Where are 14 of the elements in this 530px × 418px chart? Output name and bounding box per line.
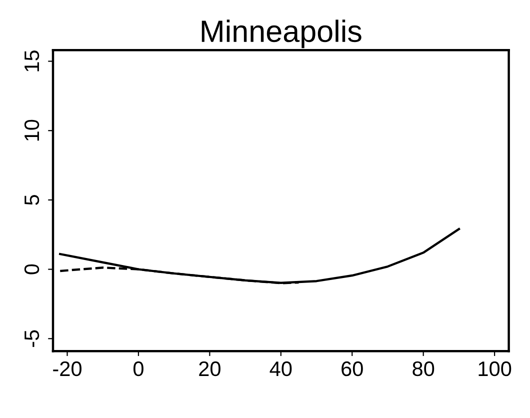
x-tick-label: 40 — [270, 361, 292, 376]
y-tick-label: -5 — [24, 330, 40, 347]
chart-title: Minneapolis — [202, 20, 362, 48]
y-tick-label: 0 — [24, 264, 40, 274]
x-tick-label: 80 — [412, 361, 434, 376]
y-tick-label: 15 — [24, 50, 40, 72]
line-series — [59, 228, 460, 284]
x-tick-label: 20 — [199, 361, 220, 376]
x-tick-label: 0 — [133, 361, 144, 376]
x-tick-label: 100 — [478, 361, 512, 376]
x-tick-label: -20 — [53, 361, 82, 376]
y-tick-label: 10 — [24, 120, 40, 141]
x-tick-label: 60 — [342, 361, 363, 376]
y-tick-label: 5 — [24, 195, 40, 205]
